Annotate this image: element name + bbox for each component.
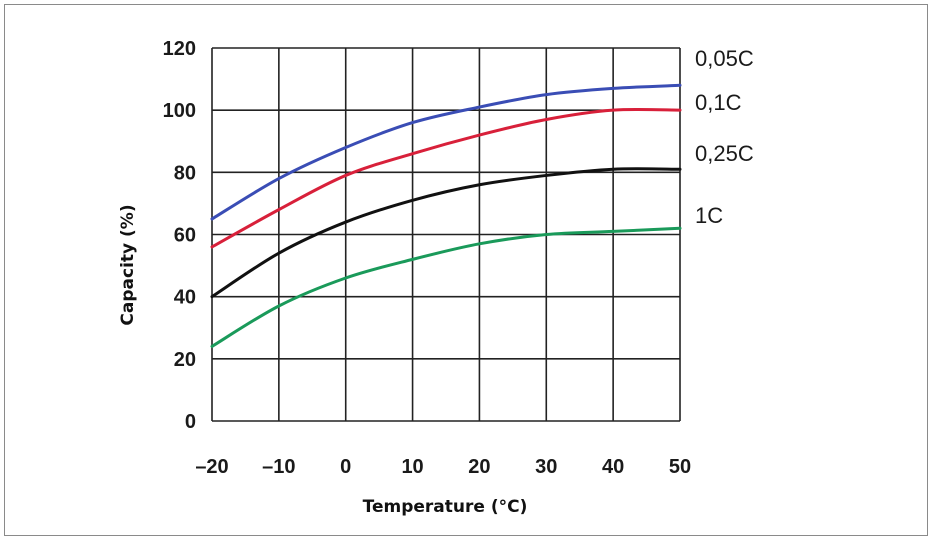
y-tick-labels: 0 20 40 60 80 100 120 xyxy=(163,38,196,433)
legend-label: 0,1C xyxy=(695,90,742,115)
x-tick-label: 40 xyxy=(602,456,624,478)
legend-label: 0,25C xyxy=(695,141,754,166)
x-tick-label: 30 xyxy=(535,456,557,478)
x-tick-label: 10 xyxy=(401,456,423,478)
x-tick-label: –20 xyxy=(195,456,228,478)
x-tick-labels: –20 –10 0 10 20 30 40 50 xyxy=(195,456,691,478)
y-tick-label: 80 xyxy=(174,162,196,184)
series-line-005C xyxy=(210,83,682,221)
y-tick-label: 20 xyxy=(174,349,196,371)
grid xyxy=(211,47,681,422)
legend-label: 0,05C xyxy=(695,46,754,71)
x-axis-label: Temperature (°C) xyxy=(363,497,528,517)
x-tick-label: 50 xyxy=(669,456,691,478)
legend-label: 1C xyxy=(695,203,723,228)
figure-frame xyxy=(4,4,928,536)
y-tick-label: 120 xyxy=(163,38,196,60)
x-tick-label: 20 xyxy=(468,456,490,478)
y-axis-label: Capacity (%) xyxy=(118,204,138,325)
x-tick-label: –10 xyxy=(262,456,295,478)
series-line-1C xyxy=(210,226,682,348)
y-tick-label: 40 xyxy=(174,287,196,309)
x-tick-label: 0 xyxy=(340,456,351,478)
series-line-025C xyxy=(210,167,682,299)
legend: 0,05C 0,1C 0,25C 1C xyxy=(695,46,754,228)
series-line-01C xyxy=(210,107,682,249)
y-tick-label: 100 xyxy=(163,100,196,122)
y-tick-label: 60 xyxy=(174,225,196,247)
series-lines xyxy=(210,83,682,348)
y-tick-label: 0 xyxy=(185,411,196,433)
